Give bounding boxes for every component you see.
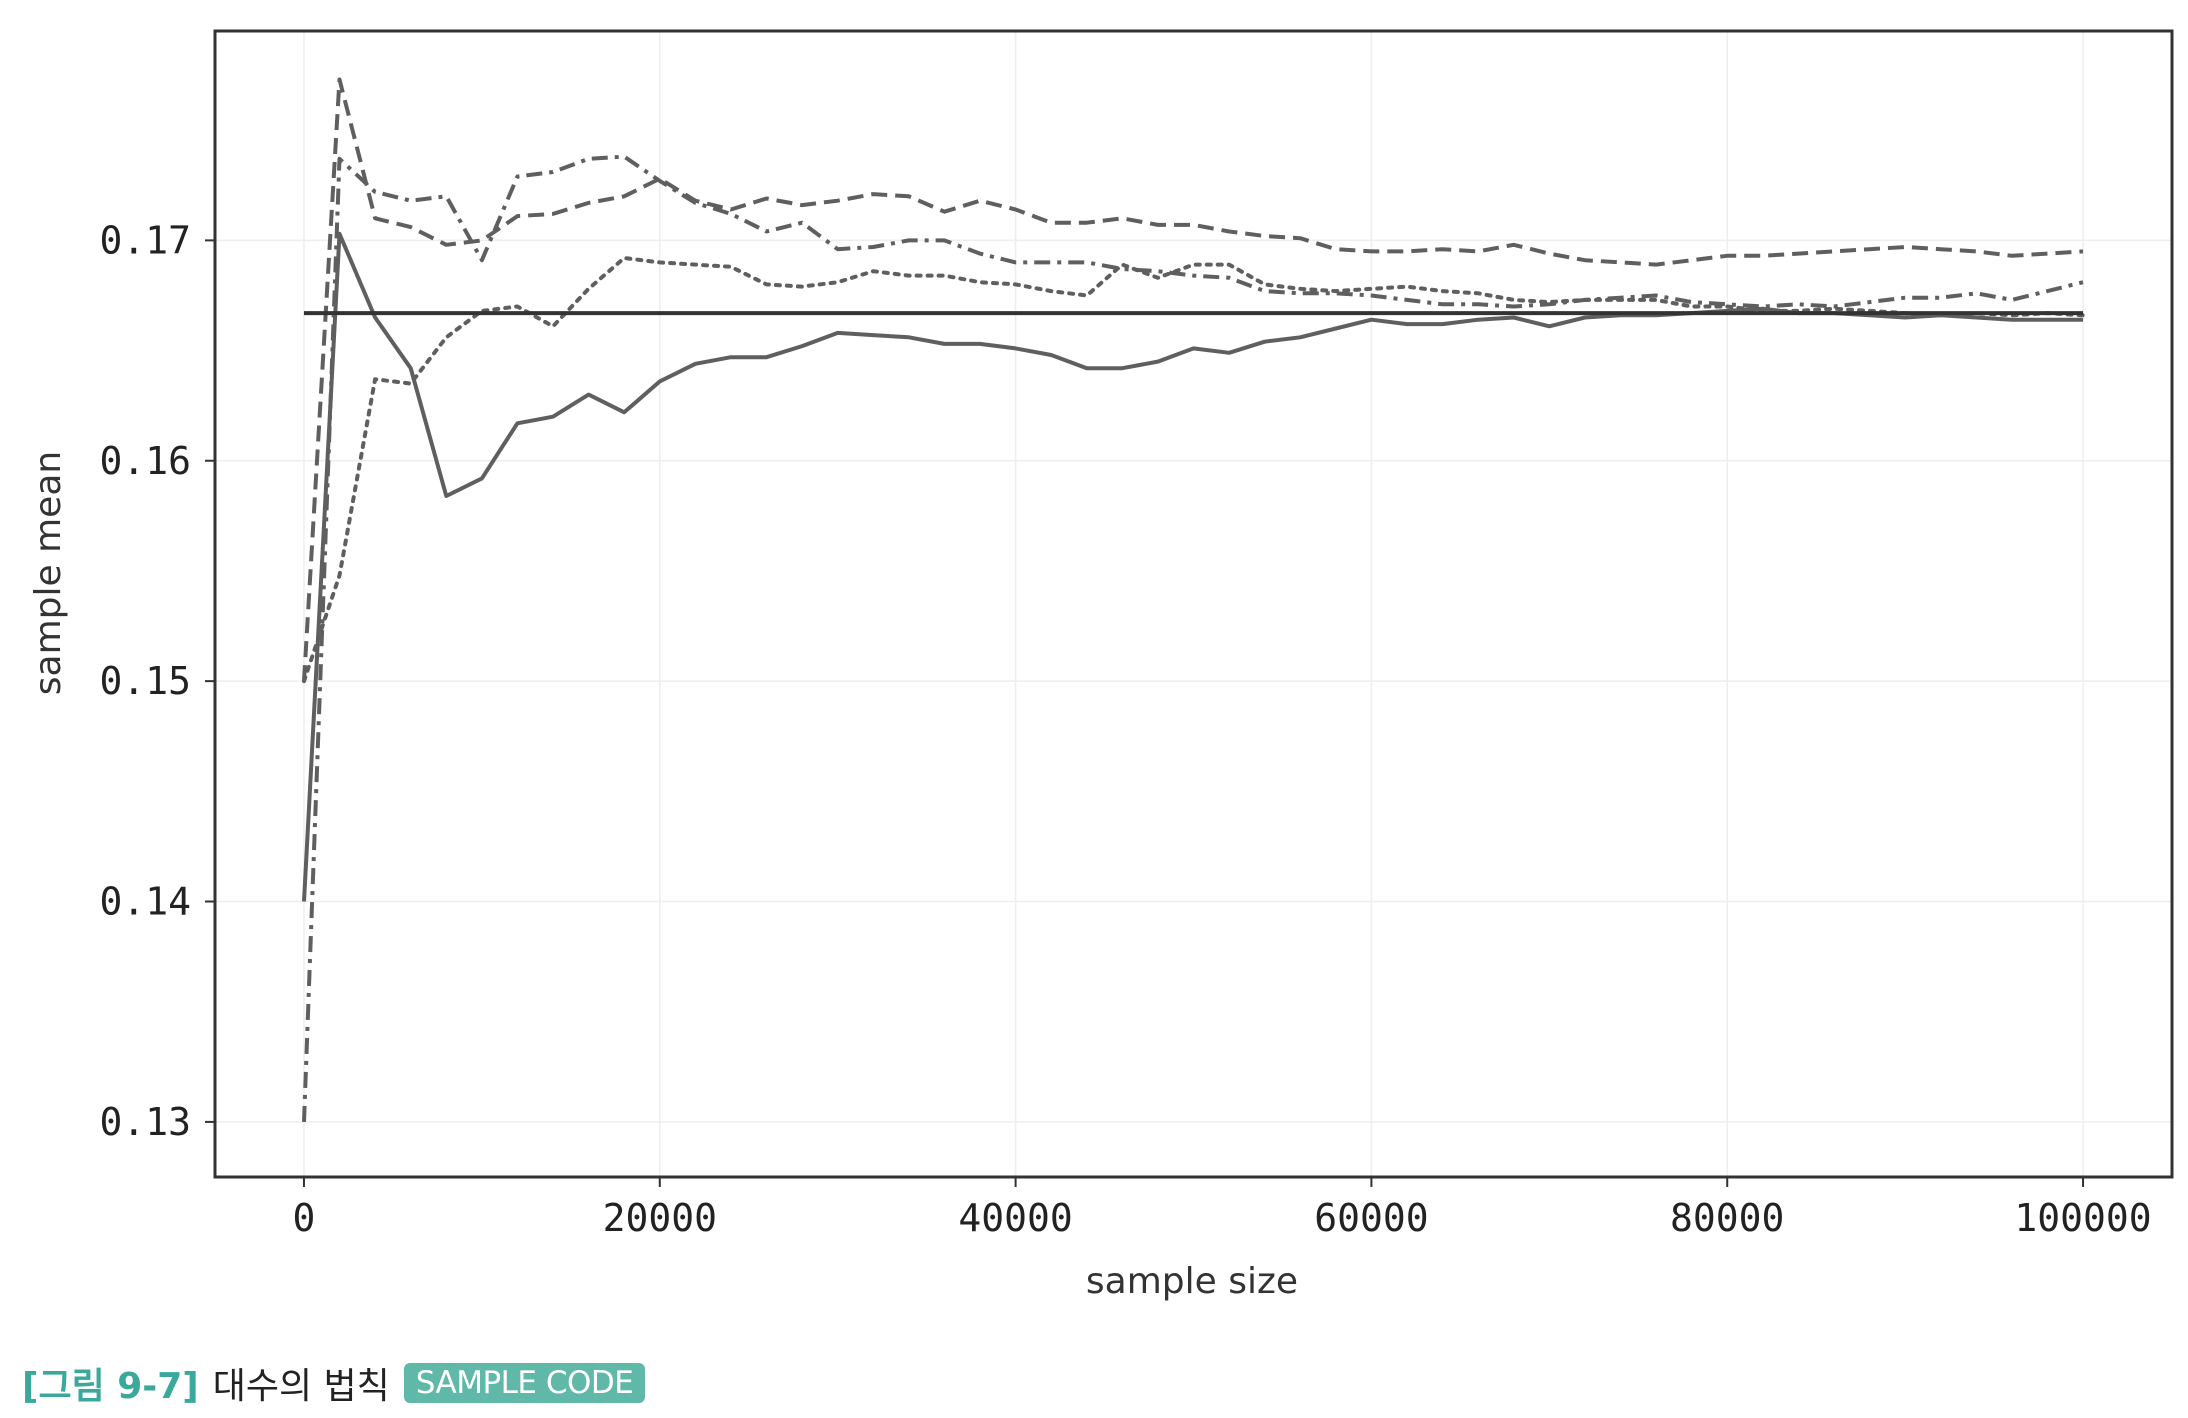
y-tick-label: 0.17 xyxy=(99,218,191,262)
y-axis-label: sample mean xyxy=(28,451,69,695)
x-tick-label: 40000 xyxy=(958,1196,1072,1240)
x-tick-label: 100000 xyxy=(2014,1196,2151,1240)
series-line-solid xyxy=(302,231,2083,902)
sample-code-badge[interactable]: SAMPLE CODE xyxy=(403,1363,646,1403)
series-lines xyxy=(302,77,2085,1122)
axis-tick-labels: 0 20000 40000 60000 80000 100000 0.13 0.14 0.15 0… xyxy=(99,218,2151,1240)
series-line-dotted xyxy=(302,256,2085,684)
plot-frame xyxy=(213,29,2174,1179)
y-tick-label: 0.14 xyxy=(99,880,191,924)
series-line-dashdot xyxy=(302,154,2084,1122)
x-axis-label: sample size xyxy=(1086,1261,1298,1302)
axis-ticks xyxy=(205,239,2085,1187)
figure-caption: [그림 9-7] 대수의 법칙 SAMPLE CODE xyxy=(22,1360,646,1407)
x-tick-label: 60000 xyxy=(1314,1196,1428,1240)
series-line-dashed xyxy=(302,77,2084,682)
x-tick-label: 20000 xyxy=(603,1196,717,1240)
caption-number: [그림 9-7] xyxy=(22,1366,199,1407)
gridlines xyxy=(215,31,2172,1177)
caption-title: 대수의 법칙 xyxy=(212,1366,390,1407)
y-tick-label: 0.15 xyxy=(99,659,191,703)
x-tick-label: 0 xyxy=(293,1196,316,1240)
y-tick-label: 0.13 xyxy=(99,1100,191,1144)
y-tick-label: 0.16 xyxy=(99,439,191,483)
x-tick-label: 80000 xyxy=(1670,1196,1784,1240)
